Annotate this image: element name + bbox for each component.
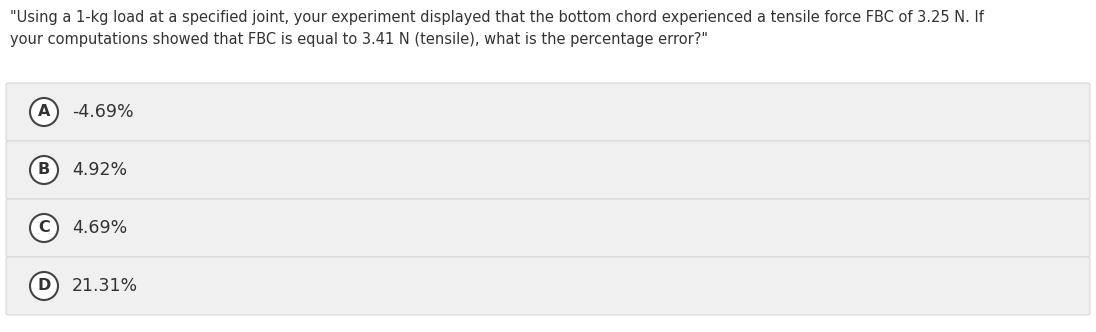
Text: C: C	[38, 220, 50, 235]
FancyBboxPatch shape	[5, 199, 1091, 257]
Ellipse shape	[30, 272, 58, 300]
Text: A: A	[38, 105, 50, 120]
FancyBboxPatch shape	[5, 141, 1091, 199]
Ellipse shape	[30, 98, 58, 126]
Text: 4.69%: 4.69%	[72, 219, 127, 237]
Ellipse shape	[30, 214, 58, 242]
FancyBboxPatch shape	[5, 257, 1091, 315]
Text: D: D	[37, 279, 50, 293]
Text: "Using a 1-kg load at a specified joint, your experiment displayed that the bott: "Using a 1-kg load at a specified joint,…	[10, 10, 984, 25]
FancyBboxPatch shape	[5, 83, 1091, 141]
Text: your computations showed that FBC is equal to 3.41 N (tensile), what is the perc: your computations showed that FBC is equ…	[10, 32, 708, 47]
Text: 21.31%: 21.31%	[72, 277, 138, 295]
Text: 4.92%: 4.92%	[72, 161, 127, 179]
Ellipse shape	[30, 156, 58, 184]
Text: -4.69%: -4.69%	[72, 103, 134, 121]
Text: B: B	[38, 162, 50, 178]
